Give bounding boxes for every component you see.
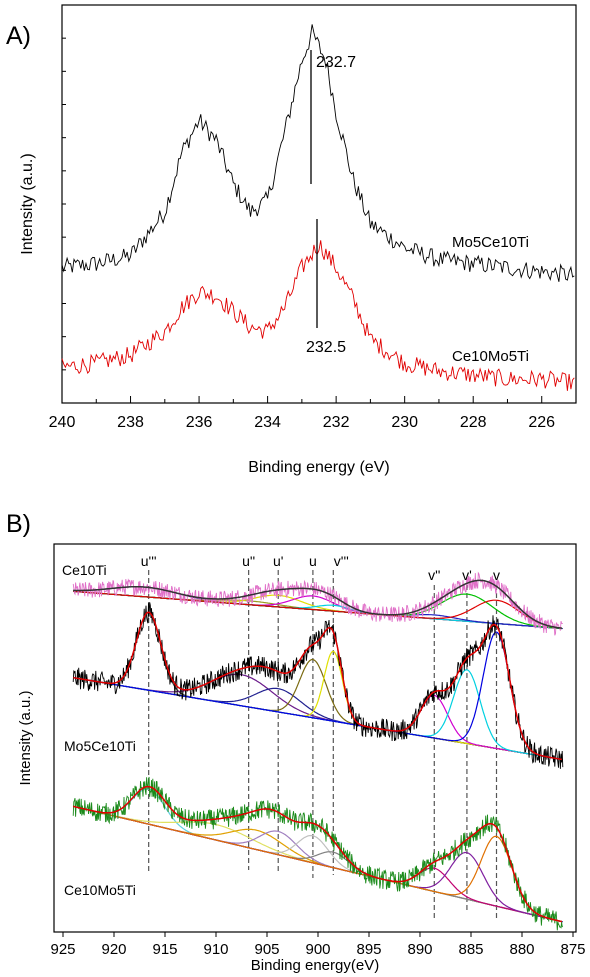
- panel-b-x-tick-label: 915: [152, 941, 177, 958]
- panel-a-x-tick-label: 232: [323, 414, 350, 431]
- panel-b-peak-labels: u''' u'' u' u v''' v'' v' v: [141, 553, 500, 583]
- panel-a-x-tick-label: 238: [117, 414, 144, 431]
- fit-envelope: [73, 611, 562, 761]
- panel-b-frame: [53, 543, 577, 933]
- peak-label: u''': [141, 553, 157, 569]
- panel-a-x-tick-label: 234: [254, 414, 281, 431]
- panel-b-x-tick-label: 875: [560, 941, 585, 958]
- series-label-ce10mo5ti-b: Ce10Mo5Ti: [64, 882, 136, 898]
- panel-a-x-tick-label: 228: [460, 414, 487, 431]
- panel-a-y-axis-label: Intensity (a.u.): [19, 153, 36, 254]
- raw-spectrum-ce10mo5ti: [72, 776, 564, 931]
- panel-a-line-ce10mo5ti: [61, 240, 575, 391]
- panel-b-x-tick-label: 910: [203, 941, 228, 958]
- peak-label: v''': [334, 553, 349, 569]
- panel-a-letter: A): [6, 22, 31, 50]
- panel-b-x-axis-label: Binding energy(eV): [251, 957, 379, 974]
- panel-a-traces: [61, 24, 575, 391]
- panel-b-x-ticks: 925 920 915 910 905 900 895 890 885 880 875: [50, 932, 586, 958]
- fit-component-peak: [73, 650, 562, 760]
- panel-a-line-mo5ce10ti: [61, 24, 575, 282]
- series-label-mo5ce10ti-b: Mo5Ce10Ti: [64, 738, 136, 754]
- panel-b-letter: B): [6, 510, 31, 538]
- panel-a-y-ticks: [62, 37, 66, 371]
- raw-spectrum-ce10ti: [72, 571, 563, 636]
- annotation-232-5: 232.5: [306, 339, 346, 356]
- panel-b-x-tick-label: 885: [458, 941, 483, 958]
- fit-envelope: [73, 785, 563, 923]
- panel-a-x-axis-label: Binding energy (eV): [248, 459, 389, 476]
- panel-b-x-tick-label: 925: [50, 941, 75, 958]
- panel-b-x-tick-label: 905: [254, 941, 279, 958]
- peak-label: v: [493, 567, 500, 583]
- series-label-mo5ce10ti-a: Mo5Ce10Ti: [452, 234, 529, 251]
- series-label-ce10mo5ti-a: Ce10Mo5Ti: [452, 348, 529, 365]
- panel-a-x-tick-label: 236: [186, 414, 213, 431]
- panel-b-x-tick-label: 880: [509, 941, 534, 958]
- peak-label: u': [273, 553, 283, 569]
- fit-component-peak: [73, 658, 562, 760]
- panel-b-y-axis-label: Intensity (a.u.): [17, 690, 34, 785]
- fit-component-peak: [73, 590, 562, 629]
- peak-label: v': [462, 567, 472, 583]
- fit-component-peak: [73, 669, 562, 760]
- panel-b-x-tick-label: 900: [305, 941, 330, 958]
- fit-envelope: [73, 579, 562, 629]
- annotation-232-7: 232.7: [316, 54, 356, 71]
- fit-component-peak: [73, 612, 562, 760]
- raw-spectrum-mo5ce10ti: [72, 602, 564, 769]
- peak-label: v'': [428, 567, 440, 583]
- panel-a-x-tick-label: 240: [49, 414, 76, 431]
- panel-b-x-tick-label: 890: [407, 941, 432, 958]
- panel-b-x-tick-label: 920: [101, 941, 126, 958]
- panel-a-x-ticks: 240 238 236 234 232 230 228 226: [49, 396, 577, 431]
- peak-label: u: [309, 553, 317, 569]
- panel-b-traces: [72, 571, 564, 931]
- series-label-ce10ti: Ce10Ti: [62, 562, 107, 578]
- panel-b-x-tick-label: 895: [356, 941, 381, 958]
- fit-component-peak: [73, 805, 562, 923]
- fit-component-peak: [73, 631, 562, 760]
- panel-a-x-tick-label: 230: [391, 414, 418, 431]
- peak-label: u'': [242, 553, 255, 569]
- panel-a-x-tick-label: 226: [528, 414, 555, 431]
